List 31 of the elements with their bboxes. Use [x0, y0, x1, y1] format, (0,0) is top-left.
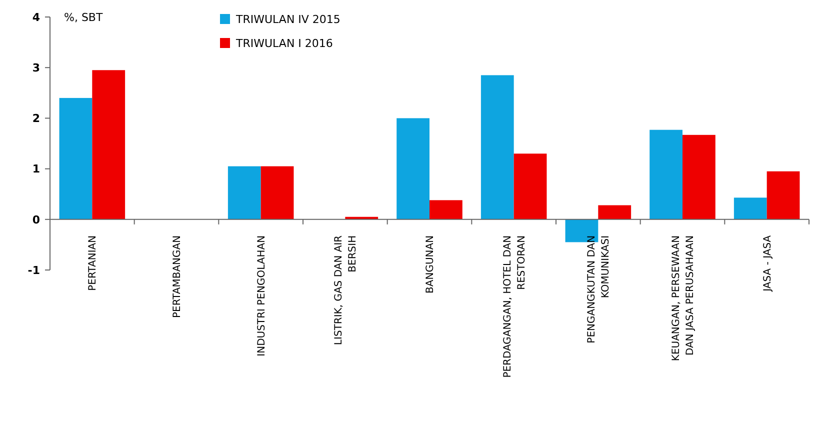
- x-tick-label: PENGANGKUTAN DAN KOMUNIKASI: [586, 235, 612, 344]
- legend-label: TRIWULAN IV 2015: [235, 12, 340, 26]
- bar: [766, 171, 800, 220]
- bar: [734, 198, 767, 220]
- y-tick-label: 3: [32, 61, 40, 74]
- bar: [396, 118, 430, 220]
- y-tick-label: -1: [28, 264, 40, 277]
- bar: [92, 70, 126, 220]
- x-tick-label: JASA - JASA: [762, 235, 774, 292]
- bar: [228, 166, 261, 220]
- x-tick-label: PERDAGANGAN, HOTEL DAN RESTORAN: [502, 235, 528, 378]
- bar: [59, 98, 92, 220]
- bar: [598, 205, 632, 220]
- bar: [682, 134, 716, 220]
- y-tick-label: 0: [32, 213, 40, 226]
- bar: [650, 130, 682, 220]
- x-tick-label: BANGUNAN: [425, 235, 436, 294]
- y-tick-label: 2: [32, 112, 40, 126]
- legend-label: TRIWULAN I 2016: [235, 36, 333, 50]
- x-tick-label: PERTAMBANGAN: [172, 235, 183, 318]
- bar: [514, 154, 547, 220]
- x-tick-label: LISTRIK, GAS DAN AIR BERSIH: [334, 235, 359, 346]
- bar: [260, 166, 294, 220]
- bar: [480, 75, 514, 220]
- y-tick-label: 4: [32, 10, 40, 24]
- x-tick-label: PERTANIAN: [88, 235, 99, 291]
- bar: [430, 200, 462, 220]
- x-tick-label: KEUANGAN, PERSEWAAN DAN JASA PERUSAHAAN: [671, 235, 696, 362]
- x-tick-label: INDUSTRI PENGOLAHAN: [256, 235, 268, 356]
- y-tick-label: 1: [32, 162, 40, 176]
- y-axis-title: %, SBT: [64, 11, 103, 24]
